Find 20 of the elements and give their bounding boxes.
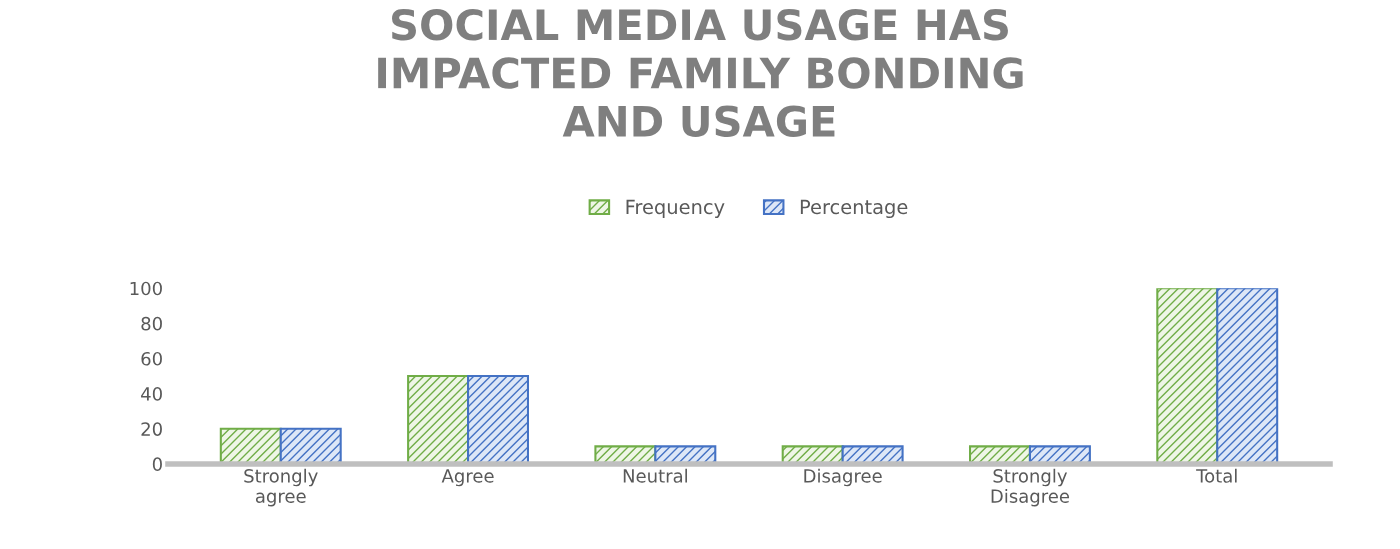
x-tick-label: Strongly Disagree (991, 468, 1070, 507)
bar (467, 375, 530, 464)
y-tick-label: 0 (152, 457, 162, 472)
y-tick-label: 80 (141, 316, 162, 331)
y-tick-label: 100 (130, 281, 162, 296)
x-tick-label: Neutral (623, 468, 687, 483)
bar (1156, 288, 1219, 464)
bar (1216, 288, 1279, 464)
chart-title: SOCIAL MEDIA USAGE HAS IMPACTED FAMILY BONDING AND USAGE (378, 8, 1023, 137)
bar (279, 427, 342, 464)
y-tick-label: 40 (141, 387, 162, 401)
legend-label: Frequency (626, 199, 725, 219)
x-tick-label: Strongly agree (244, 468, 318, 507)
y-tick-label: 20 (141, 422, 162, 436)
x-tick-label: Agree (441, 469, 494, 487)
x-tick-label: Disagree (804, 468, 882, 487)
x-tick-label: Total (1196, 468, 1237, 483)
y-tick-label: 60 (141, 351, 162, 366)
bar (407, 375, 470, 464)
legend-label: Percentage (800, 199, 908, 219)
